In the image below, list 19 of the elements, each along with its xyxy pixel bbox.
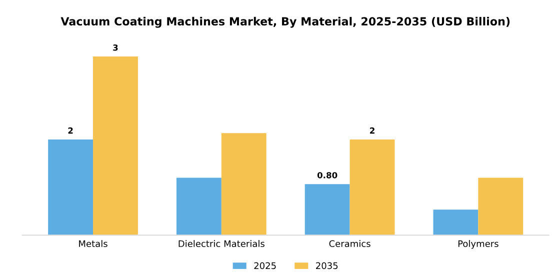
x-tick-label: Dielectric Materials — [178, 240, 264, 248]
x-tick-label: Polymers — [458, 240, 498, 249]
chart-title: Vacuum Coating Machines Market, By Material, 2025-2035 (USD Billion) — [60, 16, 510, 28]
bar — [304, 184, 350, 236]
bar — [221, 133, 266, 236]
bar — [478, 178, 524, 236]
bar — [48, 139, 94, 236]
bar — [93, 56, 138, 236]
bar — [433, 210, 478, 236]
x-tick-label: Ceramics — [329, 240, 370, 248]
x-tick-label: Metals — [79, 240, 108, 248]
bar — [176, 178, 222, 236]
data-label: 2 — [370, 127, 374, 134]
legend-label: 2025 — [254, 262, 276, 270]
data-label: 0.80 — [317, 172, 338, 178]
data-label: 2 — [68, 127, 73, 134]
data-label: 3 — [113, 44, 118, 51]
legend-label: 2035 — [316, 262, 338, 270]
bar — [350, 139, 395, 236]
